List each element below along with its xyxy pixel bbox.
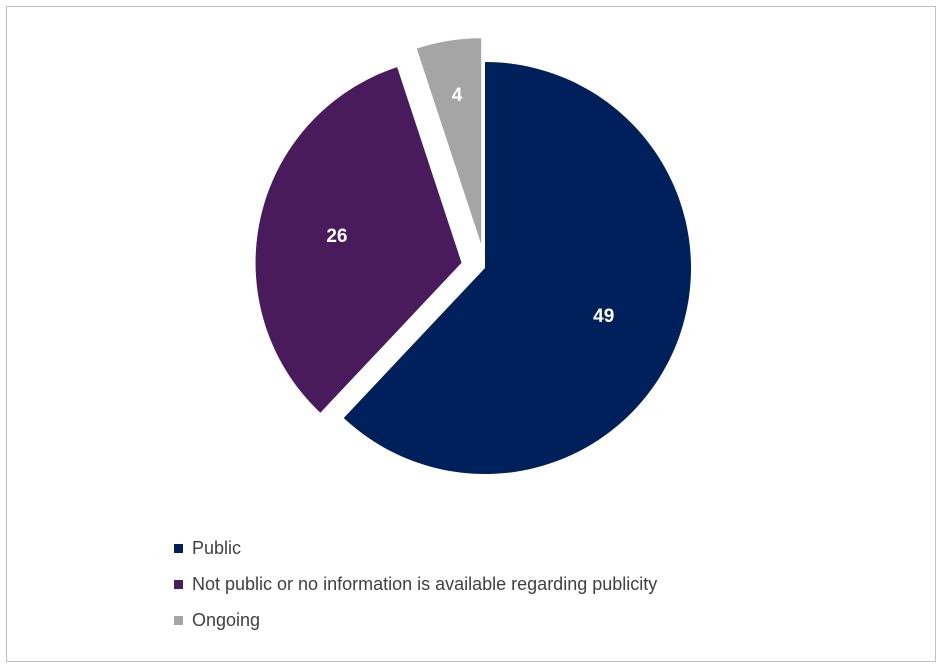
legend-label-not-public: Not public or no information is availabl… <box>192 573 658 594</box>
legend-item-not-public: Not public or no information is availabl… <box>174 566 657 602</box>
data-label-ongoing: 4 <box>452 85 463 106</box>
legend-item-public: Public <box>174 530 657 566</box>
legend-item-ongoing: Ongoing <box>174 602 657 638</box>
pie-slice-public <box>343 62 692 475</box>
legend-swatch-not-public <box>174 579 183 589</box>
legend-swatch-ongoing <box>174 615 183 625</box>
pie-slice-ongoing <box>416 38 482 245</box>
data-label-public: 49 <box>593 306 614 327</box>
legend-label-ongoing: Ongoing <box>192 609 261 630</box>
legend-label-public: Public <box>192 537 242 558</box>
data-label-not-public: 26 <box>326 226 347 247</box>
legend-swatch-public <box>174 543 183 553</box>
legend: Public Not public or no information is a… <box>174 530 657 638</box>
pie-slice-not-public <box>255 67 462 413</box>
